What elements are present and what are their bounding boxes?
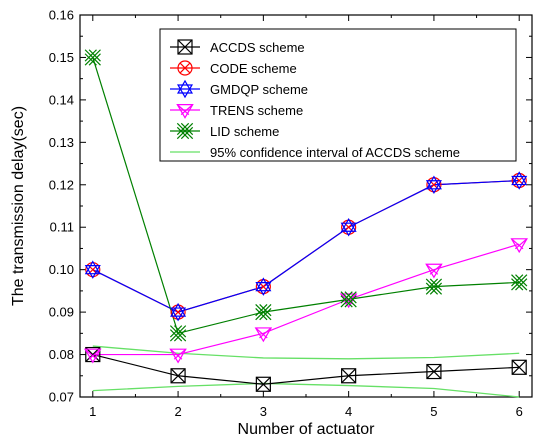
ci-upper-line — [92, 345, 520, 360]
series-markers — [84, 49, 528, 392]
legend-item: 95% confidence interval of ACCDS scheme — [170, 145, 460, 160]
data-point — [176, 79, 194, 99]
x-tick-label: 1 — [89, 404, 96, 419]
y-tick-label: 0.09 — [49, 305, 74, 320]
data-point — [339, 293, 358, 309]
legend-item: TRENS scheme — [170, 103, 303, 119]
legend-label: LID scheme — [210, 124, 279, 139]
data-point — [176, 104, 194, 119]
legend-item: LID scheme — [170, 122, 279, 140]
data-point — [425, 278, 443, 295]
data-point — [255, 303, 272, 321]
y-tick-label: 0.07 — [49, 390, 74, 405]
data-point — [511, 171, 528, 190]
legend: ACCDS scheme CODE scheme GMDQP scheme TRENS… — [159, 28, 517, 162]
data-point — [169, 325, 187, 342]
data-point — [84, 348, 102, 364]
legend-label: TRENS scheme — [210, 103, 303, 118]
y-tick-label: 0.12 — [49, 177, 74, 192]
data-point — [510, 238, 528, 254]
data-point — [425, 175, 442, 195]
data-point — [426, 363, 442, 380]
data-point — [255, 376, 271, 392]
legend-item: CODE scheme — [170, 60, 297, 76]
data-point — [511, 274, 528, 291]
x-tick-label: 5 — [430, 404, 437, 419]
data-point — [170, 302, 187, 322]
data-point — [169, 348, 187, 364]
y-axis-title: The transmission delay(sec) — [10, 106, 27, 306]
legend-item: ACCDS scheme — [170, 39, 305, 55]
x-axis-title: Number of actuator — [238, 421, 376, 438]
data-point — [84, 49, 101, 66]
series-lines — [92, 57, 520, 385]
series-line-1 — [92, 353, 520, 385]
y-tick-label: 0.16 — [49, 8, 74, 23]
y-tick-label: 0.11 — [50, 220, 74, 235]
x-tick-label: 6 — [516, 404, 523, 419]
y-tick-label: 0.08 — [49, 347, 74, 362]
legend-items: ACCDS scheme CODE scheme GMDQP scheme TRENS… — [170, 39, 460, 160]
legend-label: GMDQP scheme — [210, 82, 308, 97]
data-point — [340, 291, 357, 308]
data-point — [176, 122, 194, 140]
data-point — [177, 60, 193, 76]
y-tick-label: 0.13 — [49, 135, 74, 150]
confidence-interval-lines — [92, 345, 520, 398]
series-line-5 — [92, 57, 520, 335]
y-tick-label: 0.15 — [49, 50, 74, 65]
legend-box — [159, 28, 517, 162]
series-line-2 — [92, 179, 520, 313]
data-point — [84, 260, 101, 279]
data-point — [341, 368, 357, 384]
series-line-3 — [92, 179, 520, 313]
data-point — [177, 39, 193, 55]
legend-label: 95% confidence interval of ACCDS scheme — [210, 145, 460, 160]
series-line-4 — [92, 243, 520, 356]
legend-label: ACCDS scheme — [210, 40, 305, 55]
y-tick-label: 0.10 — [49, 262, 74, 277]
data-point — [340, 217, 357, 237]
axis-ticks: 1 2 3 4 5 6 0.07 0.08 0.09 0.10 0.11 0.12 0.13 0.14 0.… — [49, 8, 532, 419]
data-point — [511, 359, 527, 375]
data-point — [170, 368, 186, 384]
data-point — [425, 263, 443, 279]
ci-lower-line — [92, 382, 520, 398]
x-tick-label: 3 — [260, 404, 267, 419]
data-point — [255, 277, 272, 296]
data-point — [254, 327, 273, 343]
legend-label: CODE scheme — [210, 61, 297, 76]
x-tick-label: 4 — [345, 404, 352, 419]
legend-item: GMDQP scheme — [170, 79, 308, 99]
y-tick-label: 0.14 — [49, 92, 74, 107]
x-tick-label: 2 — [174, 404, 181, 419]
